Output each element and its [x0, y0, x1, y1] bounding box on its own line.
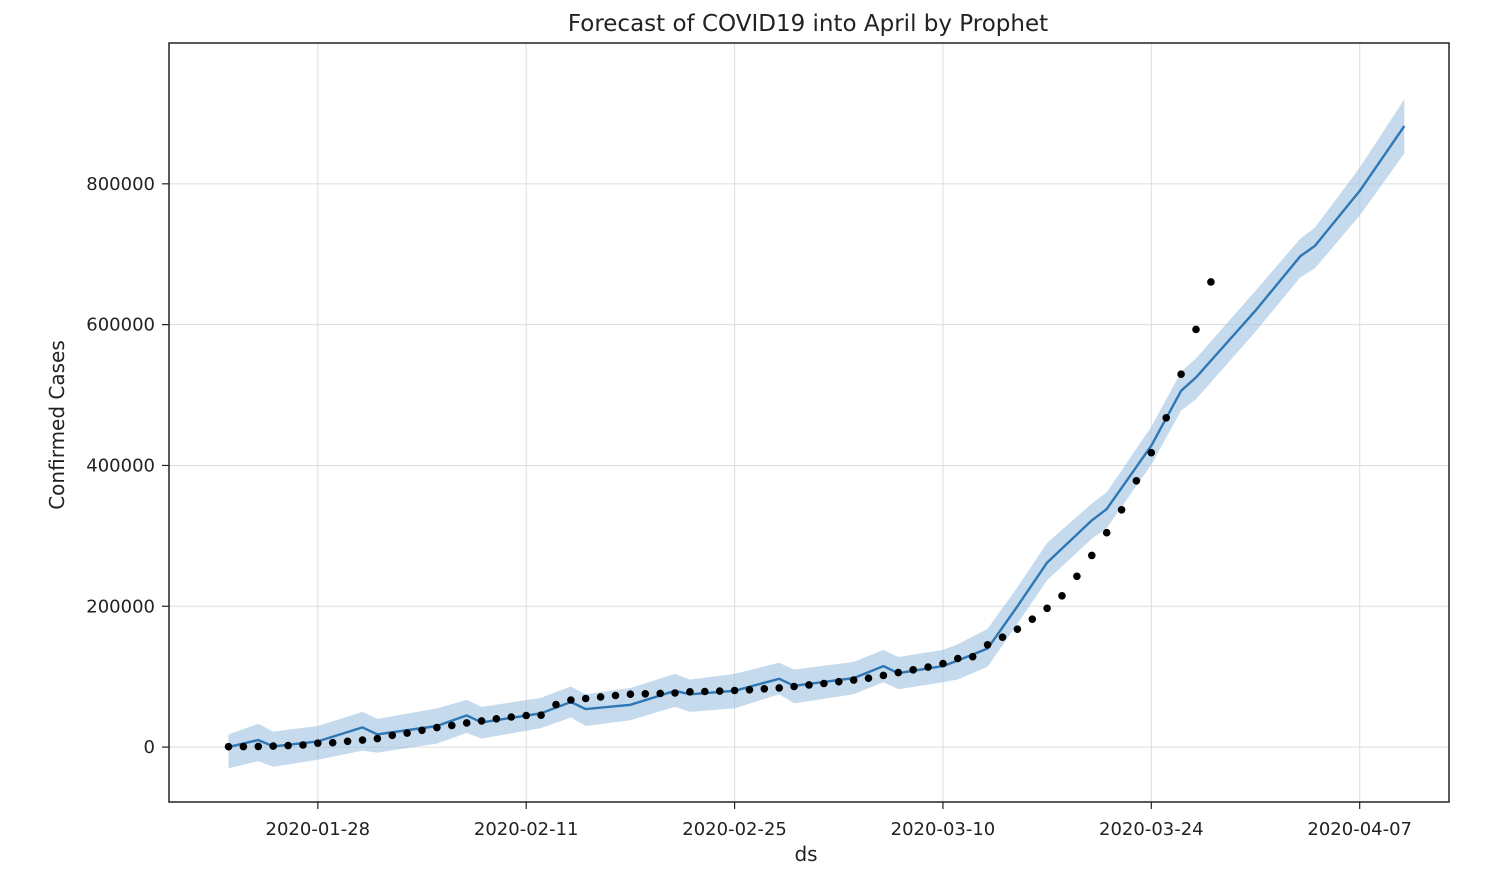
actual-data-point: [254, 742, 263, 751]
actual-data-point: [939, 659, 947, 668]
actual-data-point: [373, 734, 382, 743]
actual-data-point: [790, 682, 798, 691]
actual-data-point: [433, 723, 441, 732]
actual-data-point: [537, 711, 545, 719]
actual-data-point: [462, 719, 471, 727]
forecast-line-layer: [228, 125, 1406, 749]
actual-data-point: [567, 696, 575, 704]
actual-data-point: [775, 684, 783, 692]
actual-data-point: [864, 674, 873, 682]
x-tick-label: 2020-01-28: [266, 819, 371, 840]
actual-data-point: [626, 690, 635, 698]
actual-data-point: [596, 693, 605, 701]
actual-data-point: [849, 676, 858, 684]
actual-data-point: [1013, 625, 1022, 633]
actual-data-point: [388, 731, 397, 740]
actual-data-point: [269, 742, 278, 750]
actual-data-point: [745, 686, 754, 694]
actual-data-point: [552, 700, 560, 709]
actual-data-point: [507, 713, 516, 721]
chart-title: Forecast of COVID19 into April by Prophe…: [568, 11, 1048, 37]
actual-data-point: [1117, 506, 1126, 514]
actual-data-point: [954, 654, 962, 663]
actual-data-point: [1028, 615, 1037, 623]
actual-data-point: [418, 726, 426, 735]
actual-data-point: [343, 737, 352, 746]
y-tick-label: 800000: [86, 174, 155, 195]
forecast-line: [228, 125, 1406, 749]
actual-data-point: [968, 652, 977, 661]
actual-data-point: [835, 677, 843, 686]
actual-points-layer: [224, 278, 1215, 751]
actual-data-point: [760, 685, 769, 693]
actual-data-point: [671, 689, 679, 697]
actual-data-point: [715, 687, 724, 695]
actual-data-point: [1147, 448, 1156, 457]
y-tick-label: 0: [144, 737, 155, 758]
actual-data-point: [641, 690, 650, 698]
actual-data-point: [1043, 604, 1051, 613]
actual-data-point: [1073, 572, 1081, 581]
uncertainty-band-layer: [228, 99, 1405, 769]
y-tick-label: 200000: [86, 596, 155, 617]
actual-data-point: [998, 633, 1007, 641]
actual-data-point: [805, 681, 813, 689]
actual-data-point: [894, 668, 903, 677]
actual-data-point: [983, 641, 992, 649]
actual-data-point: [477, 717, 486, 725]
actual-data-point: [1088, 551, 1096, 560]
actual-data-point: [1102, 528, 1111, 537]
actual-data-point: [1207, 278, 1215, 286]
actual-data-point: [909, 666, 917, 674]
plot-frame: [168, 42, 1450, 803]
x-tick-label: 2020-04-07: [1307, 819, 1412, 840]
x-tick-label: 2020-03-24: [1099, 819, 1204, 840]
y-tick-label: 600000: [86, 315, 155, 336]
actual-data-point: [1192, 325, 1200, 334]
actual-data-point: [730, 686, 739, 695]
actual-data-point: [924, 663, 932, 671]
actual-data-point: [1132, 477, 1141, 485]
actual-data-point: [581, 694, 590, 703]
x-tick-label: 2020-02-25: [682, 819, 787, 840]
y-axis-label: Confirmed Cases: [45, 340, 69, 510]
actual-data-point: [701, 687, 709, 696]
actual-data-point: [611, 691, 620, 700]
actual-data-point: [448, 721, 456, 730]
actual-data-point: [299, 741, 307, 749]
actual-data-point: [522, 711, 530, 720]
actual-data-point: [358, 736, 367, 744]
x-axis-label: ds: [794, 842, 817, 866]
actual-data-point: [879, 671, 888, 680]
actual-data-point: [328, 738, 337, 747]
uncertainty-band: [228, 99, 1405, 769]
actual-data-point: [1058, 592, 1066, 600]
y-tick-label: 400000: [86, 455, 155, 476]
axis-ticks: 2020-01-28 2020-02-11 2020-02-25 2020-03-10…: [86, 174, 1412, 840]
actual-data-point: [1177, 370, 1185, 379]
actual-data-point: [820, 679, 828, 688]
actual-data-point: [403, 729, 411, 737]
actual-data-point: [492, 715, 501, 723]
x-tick-label: 2020-02-11: [474, 819, 579, 840]
actual-data-point: [656, 689, 664, 698]
actual-data-point: [284, 741, 292, 750]
actual-data-point: [314, 739, 322, 747]
actual-data-point: [224, 742, 233, 751]
actual-data-point: [686, 688, 694, 696]
x-tick-label: 2020-03-10: [891, 819, 996, 840]
actual-data-point: [1162, 414, 1170, 422]
actual-data-point: [239, 742, 248, 751]
